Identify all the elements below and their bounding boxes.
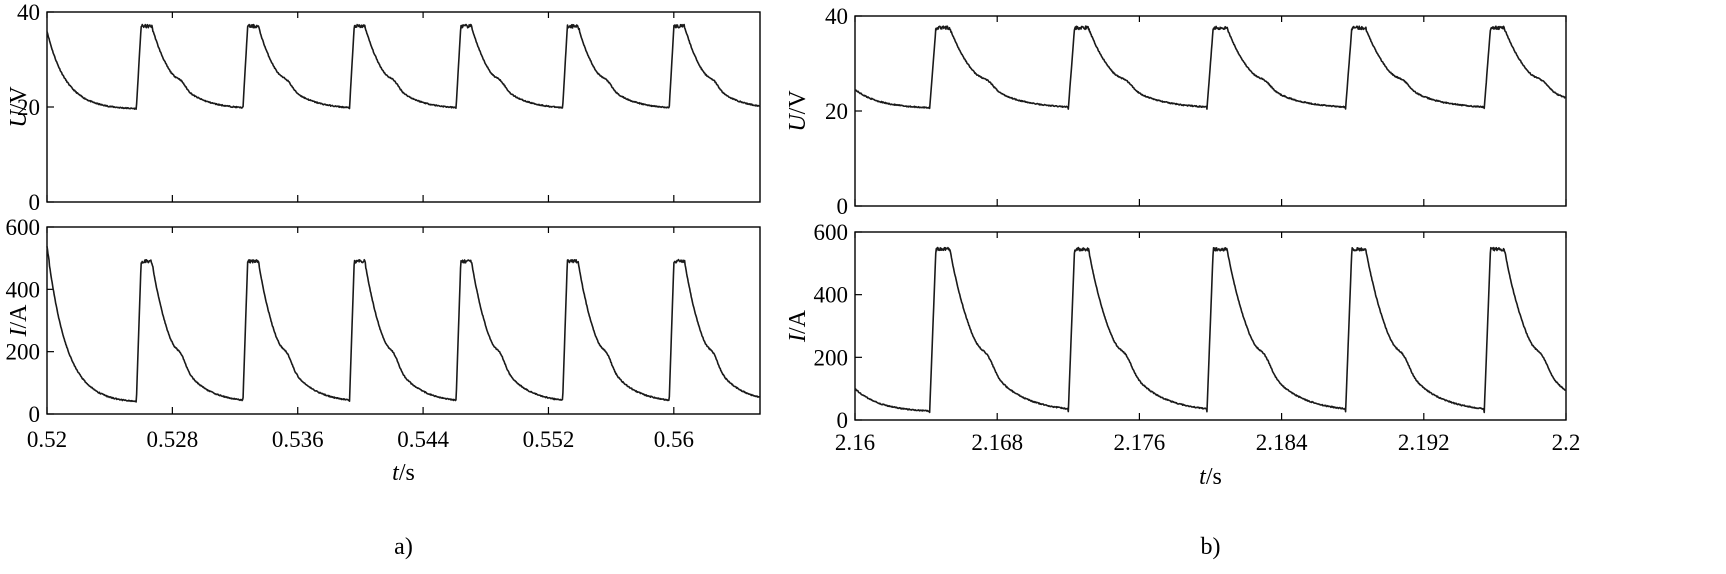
y-tick-label: 0 [837,194,849,219]
y-axis-label: U/V [785,90,811,132]
x-tick-label: 0.528 [146,427,198,452]
x-axis-label: t/s [392,460,415,486]
waveform-series-current [854,246,1567,414]
y-tick-label: 600 [814,220,849,245]
x-tick-label: 2.2 [1552,430,1581,455]
y-tick-label: 0 [29,190,41,215]
subplot-voltage: 0 20 40 U/V [6,0,761,215]
waveform-series-current [46,246,761,403]
y-tick-label: 400 [814,283,849,308]
y-axis-label: I/A [6,304,32,338]
chart-panel-a: 0 20 40 U/V 0 200 400 600 I/A 0.52 0.528 0.536 0.544… [6,0,761,560]
chart-panel-b: 0 20 40 U/V 0 200 400 600 I/A 2.16 2.168 2.176 2.184… [785,4,1580,560]
waveform-series-voltage [854,25,1567,110]
y-tick-label: 40 [825,4,848,29]
x-tick-label: 0.52 [27,427,67,452]
x-tick-label: 2.176 [1114,430,1166,455]
y-tick-label: 0 [29,402,41,427]
x-tick-label: 0.544 [397,427,449,452]
y-tick-label: 20 [17,95,40,120]
x-tick-label: 0.56 [654,427,694,452]
y-axis-label: U/V [6,86,32,128]
subplot-current: 0 200 400 600 I/A [6,215,761,427]
plot-frame [46,226,761,415]
subplot-voltage: 0 20 40 U/V [785,4,1567,219]
x-axis-label: t/s [1199,464,1222,490]
y-tick-label: 200 [6,340,41,365]
y-tick-label: 40 [17,0,40,25]
x-tick-label: 2.16 [835,430,875,455]
y-tick-label: 600 [6,215,41,240]
x-tick-label: 2.184 [1256,430,1308,455]
x-tick-label: 2.168 [971,430,1023,455]
y-tick-label: 200 [814,345,849,370]
x-tick-label: 2.192 [1398,430,1450,455]
plot-frame [854,15,1567,207]
y-tick-label: 20 [825,99,848,124]
panel-label: a) [394,534,413,560]
x-tick-label: 0.536 [272,427,324,452]
y-tick-label: 400 [6,277,41,302]
x-tick-label: 0.552 [523,427,575,452]
waveform-series-voltage [46,23,761,110]
plot-frame [854,231,1567,421]
y-tick-label: 0 [837,408,849,433]
y-axis-label: I/A [785,309,811,343]
subplot-current: 0 200 400 600 I/A [785,220,1567,433]
panel-label: b) [1201,534,1221,560]
